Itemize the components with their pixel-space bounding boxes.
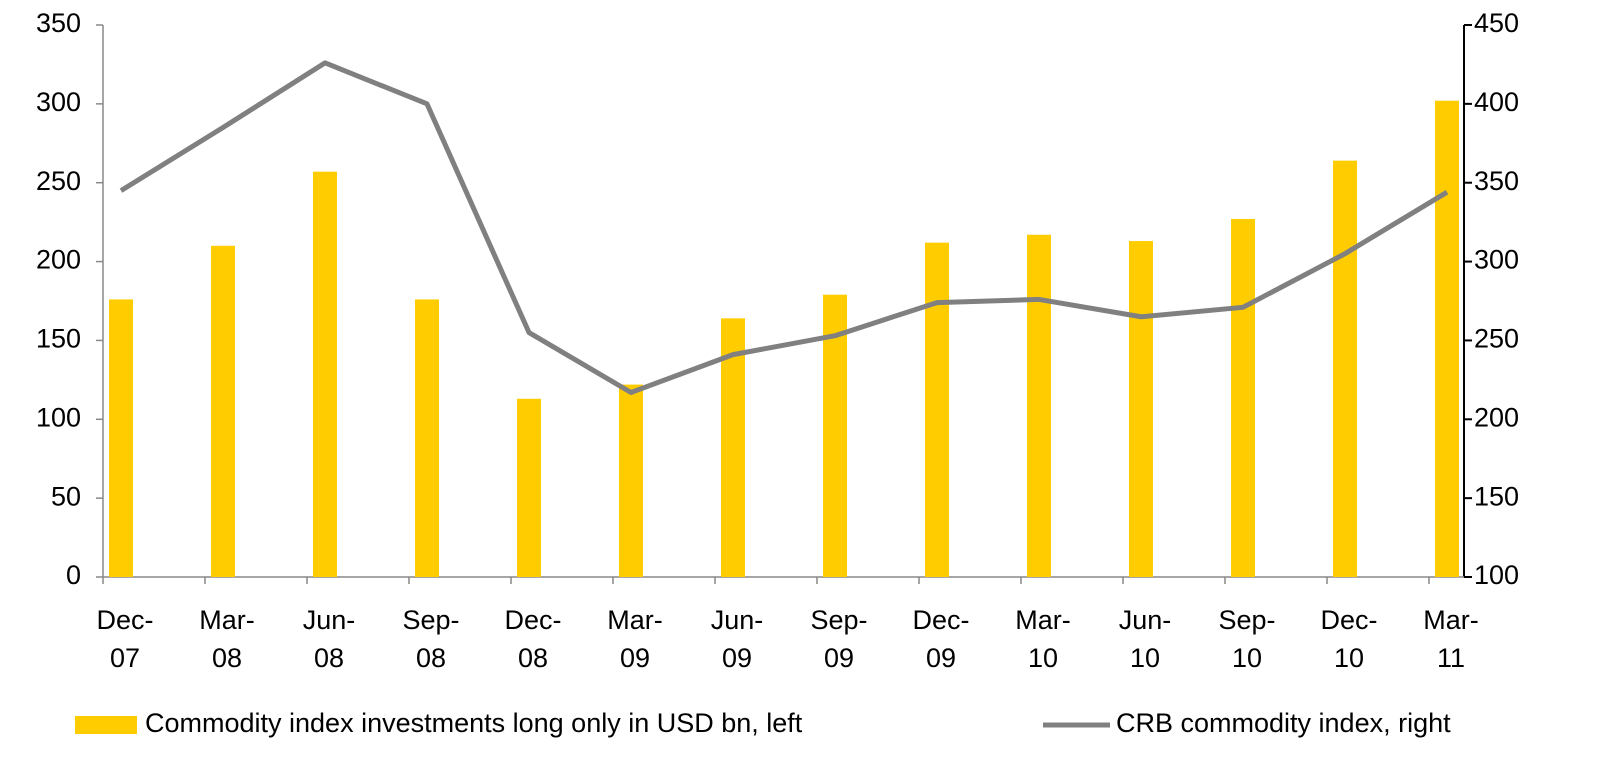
bar (517, 398, 541, 577)
line (119, 60, 1449, 395)
x-tick-label-line: Dec- (912, 605, 969, 635)
bar (1231, 218, 1255, 577)
legend-label: Commodity index investments long only in… (145, 708, 803, 738)
y2-tick-label: 200 (1474, 402, 1519, 432)
y-tick-label: 350 (36, 8, 81, 38)
x-tick-label: Mar- 10 (1015, 605, 1071, 673)
y2-tick-label: 100 (1474, 560, 1519, 590)
y2-tick-label: 300 (1474, 245, 1519, 275)
bar (211, 245, 235, 578)
x-tick-label: Dec- 07 (96, 605, 153, 673)
bar (415, 299, 439, 577)
bar (721, 318, 745, 577)
x-tick-label-line: 08 (416, 643, 446, 673)
x-tick-label: Jun- 09 (711, 605, 764, 673)
bar (1333, 160, 1357, 578)
x-tick-label-line: Jun- (1119, 605, 1172, 635)
x-tick-label-line: 10 (1334, 643, 1364, 673)
x-tick-label-line: Sep- (810, 605, 867, 635)
y2-tick-label: 350 (1474, 166, 1519, 196)
x-tick-label-line: Jun- (711, 605, 764, 635)
y2-tick-label: 450 (1474, 8, 1519, 38)
x-tick-label-line: Mar- (1015, 605, 1071, 635)
x-tick-label-line: 08 (212, 643, 242, 673)
x-tick-label: Sep- 10 (1218, 605, 1275, 673)
y-tick-label: 50 (51, 481, 81, 511)
y2-tick-label: 250 (1474, 324, 1519, 354)
x-tick-label: Jun- 10 (1119, 605, 1172, 673)
x-tick-label: Dec- 10 (1320, 605, 1377, 673)
x-tick-label-line: Jun- (303, 605, 356, 635)
x-tick-label-line: 10 (1130, 643, 1160, 673)
y-tick-label: 200 (36, 245, 81, 275)
legend-label: CRB commodity index, right (1116, 708, 1451, 738)
x-tick-label-line: 09 (620, 643, 650, 673)
x-tick-label-line: Dec- (504, 605, 561, 635)
bar (1435, 100, 1459, 578)
y-tick-label: 250 (36, 166, 81, 196)
x-tick-label-line: Sep- (1218, 605, 1275, 635)
legend-swatch (75, 716, 137, 734)
x-tick-label: Dec- 08 (504, 605, 561, 673)
bar (109, 299, 133, 577)
x-tick-label-line: 11 (1437, 643, 1465, 673)
bar (313, 171, 337, 577)
x-tick-label-line: 09 (722, 643, 752, 673)
y-tick-label: 300 (36, 87, 81, 117)
x-tick-label: Sep- 09 (810, 605, 867, 673)
x-tick-label-line: 09 (824, 643, 854, 673)
bar (823, 294, 847, 577)
y-tick-label: 100 (36, 402, 81, 432)
y2-tick-label: 400 (1474, 87, 1519, 117)
x-tick-label-line: 09 (926, 643, 956, 673)
x-tick-label-line: Mar- (607, 605, 663, 635)
x-tick-label: Sep- 08 (402, 605, 459, 673)
x-tick-label-line: 07 (110, 643, 140, 673)
x-tick-label-line: Mar- (1423, 605, 1479, 635)
y-tick-label: 150 (36, 324, 81, 354)
bar (619, 384, 643, 577)
x-tick-label-line: 10 (1028, 643, 1058, 673)
bar (1129, 241, 1153, 577)
x-tick-label: Dec- 09 (912, 605, 969, 673)
x-tick-label: Jun- 08 (303, 605, 356, 673)
x-tick-label-line: Dec- (1320, 605, 1377, 635)
x-tick-label: Mar- 08 (199, 605, 255, 673)
bar (925, 242, 949, 577)
bar (1027, 234, 1051, 577)
x-tick-label-line: Sep- (402, 605, 459, 635)
x-tick-label-line: 08 (314, 643, 344, 673)
x-tick-label-line: Mar- (199, 605, 255, 635)
y-tick-label: 0 (66, 560, 81, 590)
x-tick-label: Mar- 11 (1423, 605, 1479, 673)
y2-tick-label: 150 (1474, 481, 1519, 511)
x-tick-label-line: 10 (1232, 643, 1262, 673)
x-tick-label-line: 08 (518, 643, 548, 673)
x-tick-label: Mar- 09 (607, 605, 663, 673)
x-tick-label-line: Dec- (96, 605, 153, 635)
